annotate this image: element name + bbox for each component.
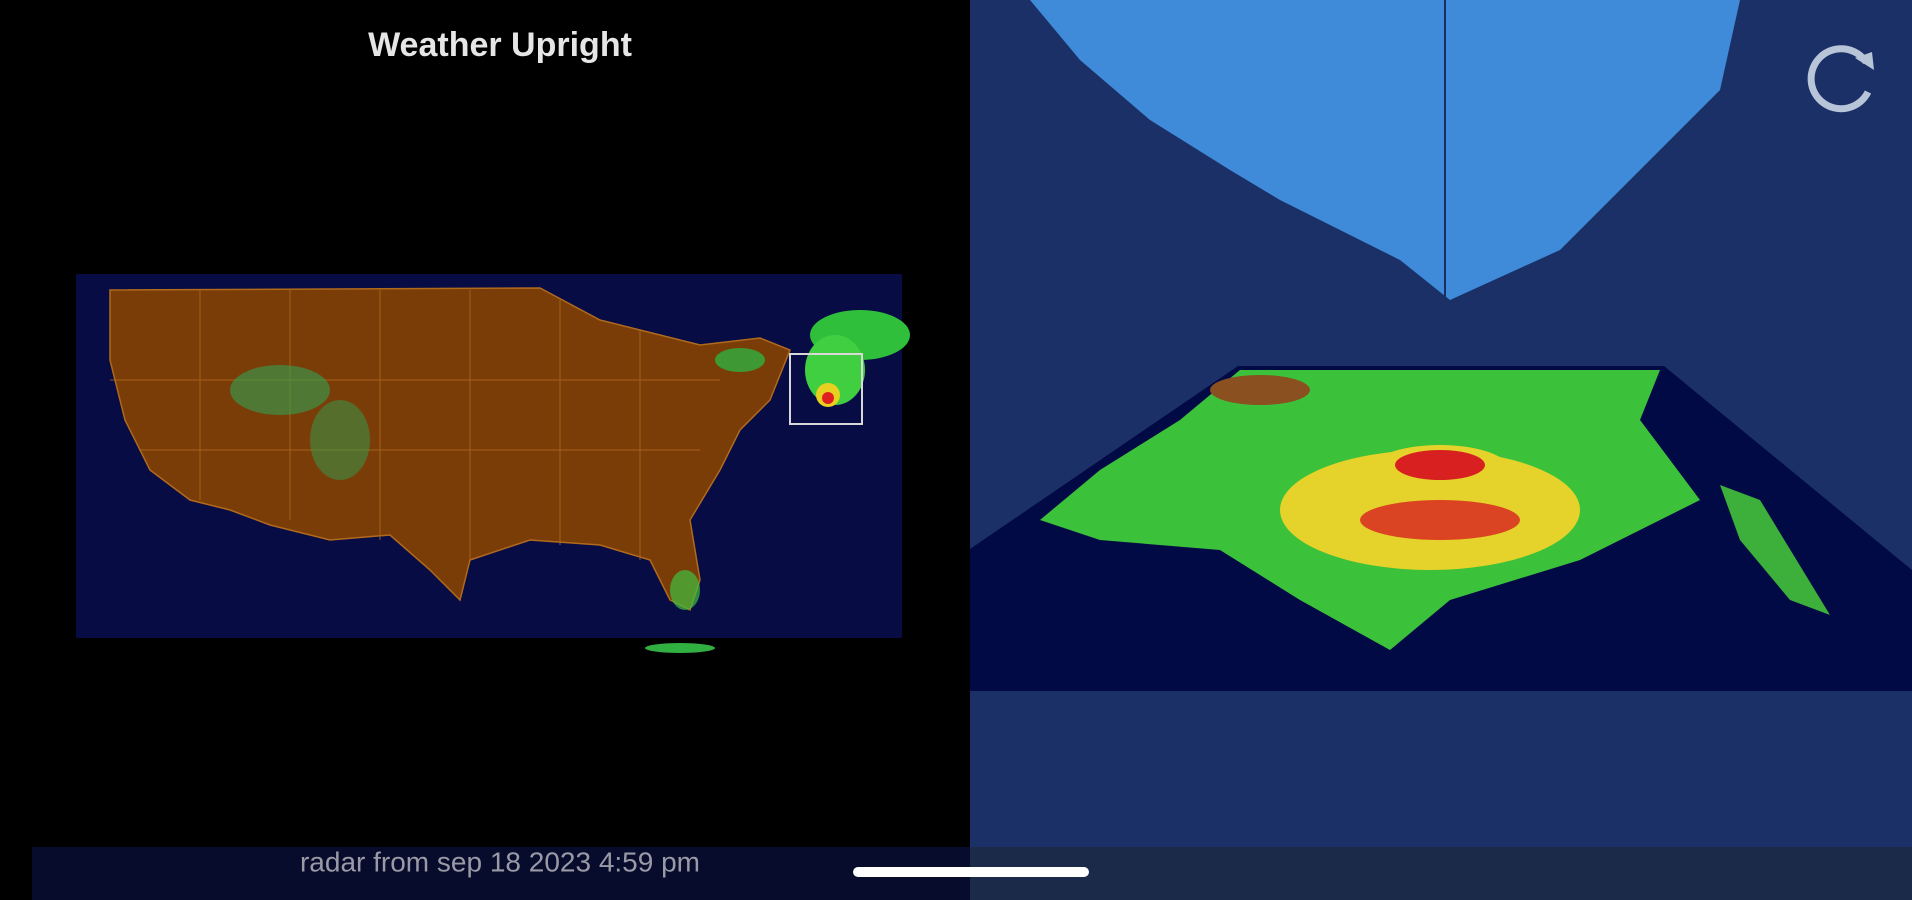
selection-box[interactable] bbox=[789, 353, 863, 425]
app-title: Weather Upright bbox=[368, 26, 632, 64]
refresh-button[interactable] bbox=[1807, 45, 1874, 113]
home-indicator bbox=[853, 867, 1089, 877]
sky-spikes bbox=[1030, 0, 1740, 300]
plane-radar-echoes bbox=[1040, 370, 1830, 650]
radar-timestamp: radar from sep 18 2023 4:59 pm bbox=[300, 846, 700, 877]
footer-bar-right bbox=[970, 847, 1912, 900]
footer-bar bbox=[32, 847, 970, 900]
us-radar-map bbox=[76, 274, 910, 653]
right-panel bbox=[970, 0, 1912, 847]
radar-echoes bbox=[230, 310, 910, 653]
